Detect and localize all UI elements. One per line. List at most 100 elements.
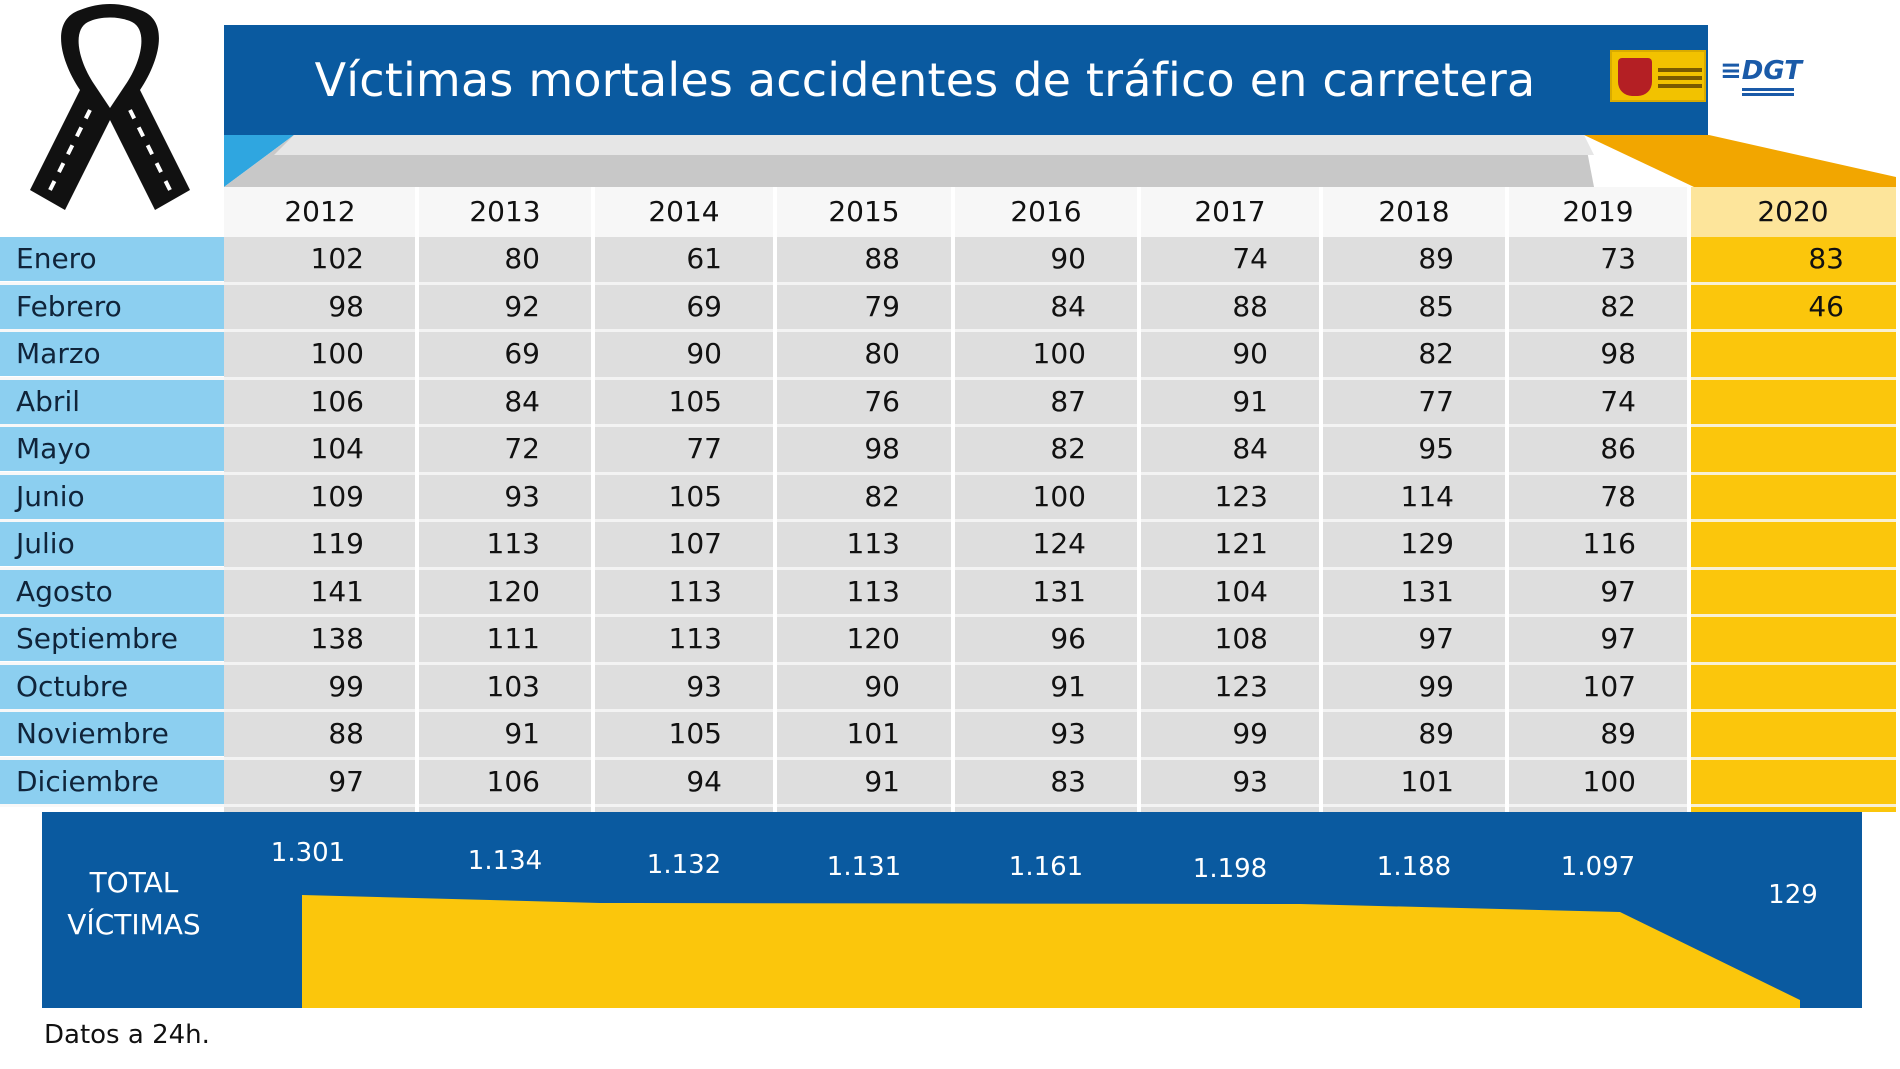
table-cell: 94 (686, 764, 722, 798)
table-cell: 84 (1050, 289, 1086, 323)
year-header-2017: 2017 (1140, 187, 1320, 237)
month-label: Febrero (0, 284, 224, 329)
table-cell: 74 (1232, 242, 1268, 275)
table-cell: 121 (1214, 527, 1268, 560)
total-value-2020: 129 (1768, 880, 1818, 910)
table-cell: 131 (1032, 574, 1086, 608)
column-background-2019 (1508, 237, 1688, 812)
table-cell: 101 (846, 717, 900, 750)
table-cell: 92 (504, 289, 540, 323)
column-background-2018 (1322, 237, 1506, 812)
table-cell: 104 (310, 432, 364, 465)
month-label: Julio (0, 522, 224, 566)
header-bar (224, 25, 1708, 135)
column-background-2014 (594, 237, 774, 812)
table-cell: 97 (1600, 622, 1636, 655)
table-cell: 91 (1050, 669, 1086, 703)
dgt-logo-mark-icon: ≡DGT (1720, 56, 1802, 86)
table-cell: 100 (1032, 479, 1086, 513)
table-cell: 113 (668, 622, 722, 655)
month-label: Septiembre (0, 617, 224, 661)
month-label: Enero (0, 237, 224, 281)
table-cell: 108 (1214, 622, 1268, 655)
table-cell: 82 (1600, 289, 1636, 323)
mourning-ribbon-icon (30, 4, 190, 210)
year-header-2020: 2020 (1690, 187, 1896, 237)
table-cell: 85 (1418, 289, 1454, 323)
total-value-2015: 1.131 (826, 852, 902, 882)
spain-government-logo (1610, 50, 1706, 102)
table-cell: 90 (864, 669, 900, 703)
year-header-2019: 2019 (1508, 187, 1688, 237)
table-cell: 107 (1582, 669, 1636, 703)
table-cell: 98 (864, 432, 900, 465)
month-label: Junio (0, 474, 224, 519)
row-separator (0, 471, 1896, 475)
table-cell: 80 (504, 242, 540, 275)
table-cell: 73 (1600, 242, 1636, 275)
column-separator (1687, 187, 1691, 812)
total-value-2018: 1.188 (1376, 852, 1452, 882)
table-cell: 119 (310, 527, 364, 560)
table-cell: 96 (1050, 622, 1086, 655)
table-cell: 95 (1418, 432, 1454, 465)
table-cell: 129 (1400, 527, 1454, 560)
table-cell: 91 (864, 764, 900, 798)
table-cell: 97 (1418, 622, 1454, 655)
table-cell: 113 (846, 574, 900, 608)
logo-text-lines (1658, 68, 1702, 72)
table-cell: 131 (1400, 574, 1454, 608)
month-label: Agosto (0, 569, 224, 614)
row-separator (0, 756, 1896, 760)
column-separator (1319, 187, 1323, 812)
row-separator (0, 519, 1896, 522)
table-cell: 91 (504, 717, 540, 750)
table-cell: 90 (1050, 242, 1086, 275)
table-cell: 77 (686, 432, 722, 465)
column-separator (1137, 187, 1141, 812)
table-cell: 104 (1214, 574, 1268, 608)
table-cell: 69 (686, 289, 722, 323)
table-cell: 109 (310, 479, 364, 513)
total-label-line2: VÍCTIMAS (67, 908, 201, 941)
table-cell: 93 (1050, 717, 1086, 750)
table-cell: 107 (668, 527, 722, 560)
dgt-logo: ≡DGT (1712, 50, 1810, 102)
table-cell: 89 (1418, 717, 1454, 750)
total-value-2017: 1.198 (1192, 854, 1268, 884)
table-cell: 74 (1600, 384, 1636, 418)
row-separator (0, 281, 1896, 285)
row-separator (0, 424, 1896, 427)
table-cell: 88 (1232, 289, 1268, 323)
table-cell: 105 (668, 717, 722, 750)
year-header-2012: 2012 (224, 187, 416, 237)
table-cell: 82 (1418, 337, 1454, 370)
table-cell: 83 (1808, 242, 1844, 275)
table-cell: 93 (686, 669, 722, 703)
table-cell: 113 (846, 527, 900, 560)
table-cell: 76 (864, 384, 900, 418)
table-cell: 80 (864, 337, 900, 370)
year-header-2015: 2015 (776, 187, 952, 237)
logo-subtext-lines (1742, 88, 1794, 91)
table-cell: 89 (1418, 242, 1454, 275)
column-separator (773, 187, 777, 812)
month-label: Marzo (0, 332, 224, 376)
table-cell: 114 (1400, 479, 1454, 513)
table-cell: 97 (1600, 574, 1636, 608)
table-cell: 84 (1232, 432, 1268, 465)
table-cell: 116 (1582, 527, 1636, 560)
table-cell: 83 (1050, 764, 1086, 798)
table-cell: 69 (504, 337, 540, 370)
table-cell: 91 (1232, 384, 1268, 418)
table-cell: 88 (328, 717, 364, 750)
table-cell: 100 (1032, 337, 1086, 370)
table-cell: 138 (310, 622, 364, 655)
total-value-2013: 1.134 (467, 846, 543, 876)
year-header-2016: 2016 (954, 187, 1138, 237)
table-cell: 90 (1232, 337, 1268, 370)
table-cell: 106 (486, 764, 540, 798)
table-cell: 77 (1418, 384, 1454, 418)
